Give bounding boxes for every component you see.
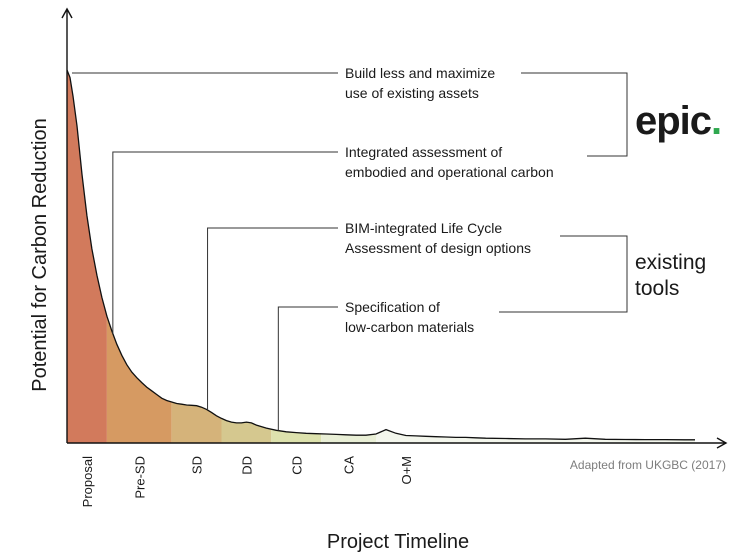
phase-label: O+M bbox=[399, 456, 414, 485]
phase-label: Pre-SD bbox=[132, 456, 147, 499]
axes bbox=[61, 7, 728, 449]
x-axis-label: Project Timeline bbox=[327, 531, 469, 553]
annotation-line: low-carbon materials bbox=[345, 319, 474, 335]
phase-bands bbox=[67, 70, 695, 443]
annotation-line: Specification of bbox=[345, 299, 440, 315]
source-note: Adapted from UKGBC (2017) bbox=[570, 458, 726, 472]
phase-label: Proposal bbox=[80, 456, 95, 507]
phase-label: DD bbox=[239, 456, 254, 475]
annotation-line: Integrated assessment of bbox=[345, 144, 502, 160]
annotation-line: use of existing assets bbox=[345, 85, 479, 101]
epic-logo-dot: . bbox=[711, 99, 721, 143]
y-axis-arrow-icon bbox=[61, 7, 73, 19]
annotation: Specification of low-carbon materials bbox=[277, 299, 474, 431]
x-axis-arrow-icon bbox=[716, 437, 728, 449]
phase-band-sd bbox=[171, 402, 222, 443]
existing-tools-label: existing bbox=[635, 251, 706, 274]
reduction-curve bbox=[66, 69, 695, 441]
annotation-line: Build less and maximize bbox=[345, 65, 495, 81]
annotation-line: embodied and operational carbon bbox=[345, 164, 554, 180]
phase-band-proposal bbox=[67, 70, 107, 443]
annotation: Build less and maximize use of existing a… bbox=[71, 65, 495, 101]
phase-band-ca bbox=[321, 433, 376, 443]
phase-band-pre-sd bbox=[106, 316, 172, 443]
existing-tools-label: tools bbox=[635, 277, 679, 300]
annotation: Integrated assessment of embodied and ope… bbox=[112, 144, 554, 334]
annotations: Build less and maximize use of existing a… bbox=[71, 65, 554, 431]
epic-logo: epic. bbox=[635, 99, 721, 143]
phase-label: CA bbox=[342, 456, 357, 474]
y-axis-label: Potential for Carbon Reduction bbox=[29, 118, 51, 392]
phase-band-cd bbox=[271, 429, 322, 443]
phase-labels: Proposal Pre-SD SD DD CD CA O+M bbox=[80, 456, 414, 508]
phase-label: SD bbox=[190, 456, 205, 474]
phase-label: CD bbox=[289, 456, 304, 475]
existing-tools-bracket bbox=[499, 235, 628, 313]
phase-band-dd bbox=[221, 418, 272, 443]
annotation-line: BIM-integrated Life Cycle bbox=[345, 220, 502, 236]
annotation: BIM-integrated Life Cycle Assessment of d… bbox=[207, 220, 531, 410]
annotation-line: Assessment of design options bbox=[345, 240, 531, 256]
brackets: epic. existing tools bbox=[499, 72, 722, 313]
epic-bracket bbox=[521, 72, 628, 157]
